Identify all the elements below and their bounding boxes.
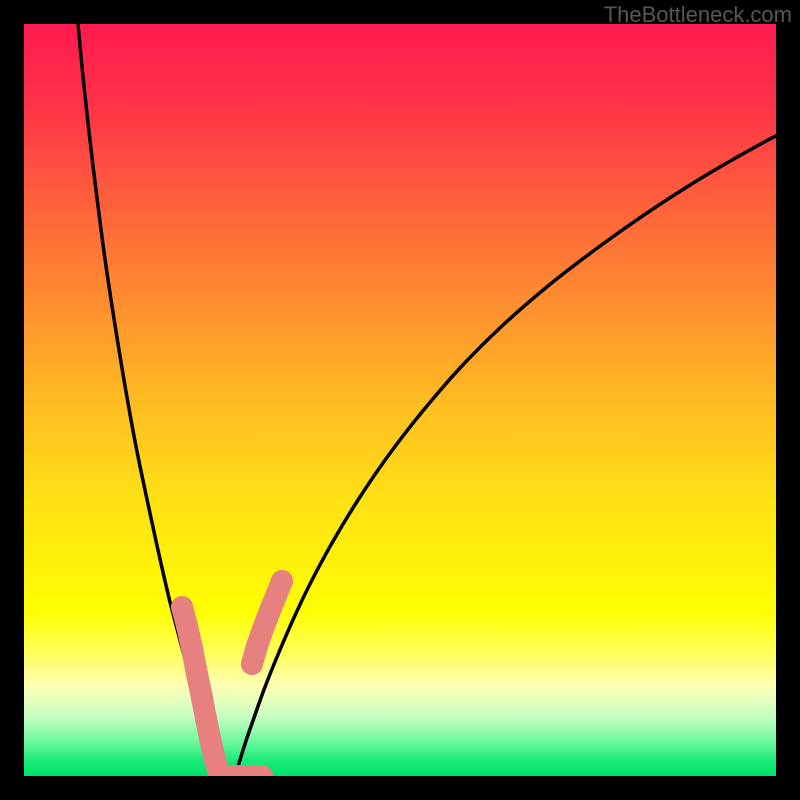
plot-area [24,24,776,776]
curve-layer [24,24,776,776]
data-marker [271,570,293,592]
data-markers [171,570,293,776]
watermark-text: TheBottleneck.com [604,2,792,28]
chart-frame: TheBottleneck.com [0,0,800,800]
curve-right-branch [235,136,776,776]
